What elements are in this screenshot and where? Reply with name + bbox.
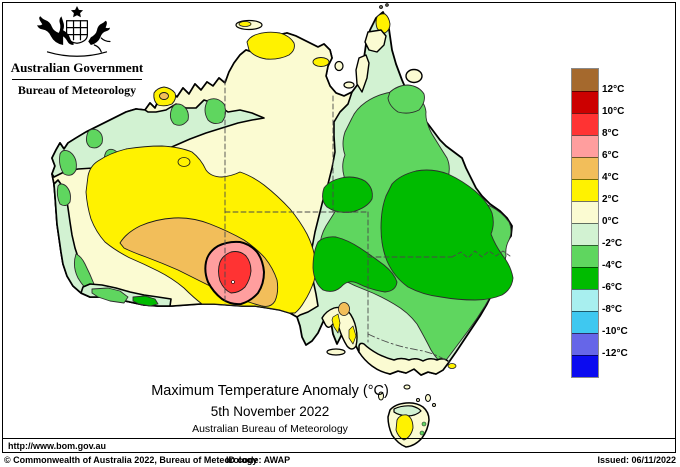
legend-swatch-13 — [572, 355, 598, 377]
legend-swatch-5 — [572, 179, 598, 201]
legend-label-8C: 8°C — [602, 128, 619, 139]
footer-row: © Commonwealth of Australia 2022, Bureau… — [0, 455, 680, 467]
map-tiwi-yellow — [238, 21, 252, 27]
map-sw-medium-green — [91, 287, 129, 304]
map-region-vic-cream-band — [358, 342, 450, 376]
legend-swatch-8 — [572, 245, 598, 267]
coat-of-arms-icon — [37, 6, 111, 57]
legend-label--4C: -4°C — [602, 260, 623, 271]
legend-label-12C: 12°C — [602, 84, 625, 95]
legend-swatch-10 — [572, 289, 598, 311]
map-ne-medium-blob — [387, 84, 425, 114]
legend-bar — [571, 68, 599, 378]
dept-name: Bureau of Meteorology — [17, 83, 137, 97]
legend-swatch-11 — [572, 311, 598, 333]
map-north-warm-spots — [153, 13, 391, 107]
map-date: 5th November 2022 — [210, 404, 330, 419]
legend-label-0C: 0°C — [602, 216, 619, 227]
map-cape-york-cream — [355, 29, 387, 93]
url-strip: http://www.bom.gov.au — [2, 438, 676, 453]
id-code-text: ID code: AWAP — [226, 455, 291, 465]
map-red-station-dot — [231, 280, 235, 284]
legend-label--2C: -2°C — [602, 238, 623, 249]
legend-label-2C: 2°C — [602, 194, 619, 205]
legend-swatch-0 — [572, 69, 598, 91]
legend-label--10C: -10°C — [602, 326, 628, 337]
legend-label--6C: -6°C — [602, 282, 623, 293]
map-yellow-spot-inland — [177, 157, 191, 167]
title-block: Maximum Temperature Anomaly (°C) 5th Nov… — [40, 383, 500, 435]
map-region-red-hotspot — [218, 251, 252, 294]
map-tasmania — [378, 384, 436, 448]
map-title: Maximum Temperature Anomaly (°C) — [151, 383, 389, 399]
legend-label-10C: 10°C — [602, 106, 625, 117]
legend-label--8C: -8°C — [602, 304, 623, 315]
legend-label--12C: -12°C — [602, 348, 628, 359]
header-divider — [12, 79, 142, 80]
map-state-borders — [224, 79, 511, 365]
legend-swatch-1 — [572, 91, 598, 113]
map-qld-cream-pocket — [405, 68, 423, 84]
legend-swatch-12 — [572, 333, 598, 355]
issued-text: Issued: 06/11/2022 — [597, 455, 676, 465]
bom-url[interactable]: http://www.bom.gov.au — [8, 441, 106, 451]
map-frame — [2, 2, 676, 453]
map-subtitle: Australian Bureau of Meteorology — [192, 423, 348, 435]
legend-label-4C: 4°C — [602, 172, 619, 183]
map-sa-gulfs — [321, 302, 358, 350]
legend-swatch-6 — [572, 201, 598, 223]
copyright-text: © Commonwealth of Australia 2022, Bureau… — [4, 455, 258, 465]
legend-swatch-3 — [572, 135, 598, 157]
legend-swatch-7 — [572, 223, 598, 245]
map-vic-yellow-spot — [447, 363, 457, 369]
map-dark-green-blobs — [312, 169, 514, 301]
legend-label-6C: 6°C — [602, 150, 619, 161]
gov-name: Australian Government — [10, 60, 144, 75]
legend-swatch-2 — [572, 113, 598, 135]
legend-swatch-9 — [572, 267, 598, 289]
map-sw-dark-green — [132, 295, 159, 307]
government-header: Australian Government Bureau of Meteorol… — [8, 5, 146, 98]
legend-swatch-4 — [572, 157, 598, 179]
